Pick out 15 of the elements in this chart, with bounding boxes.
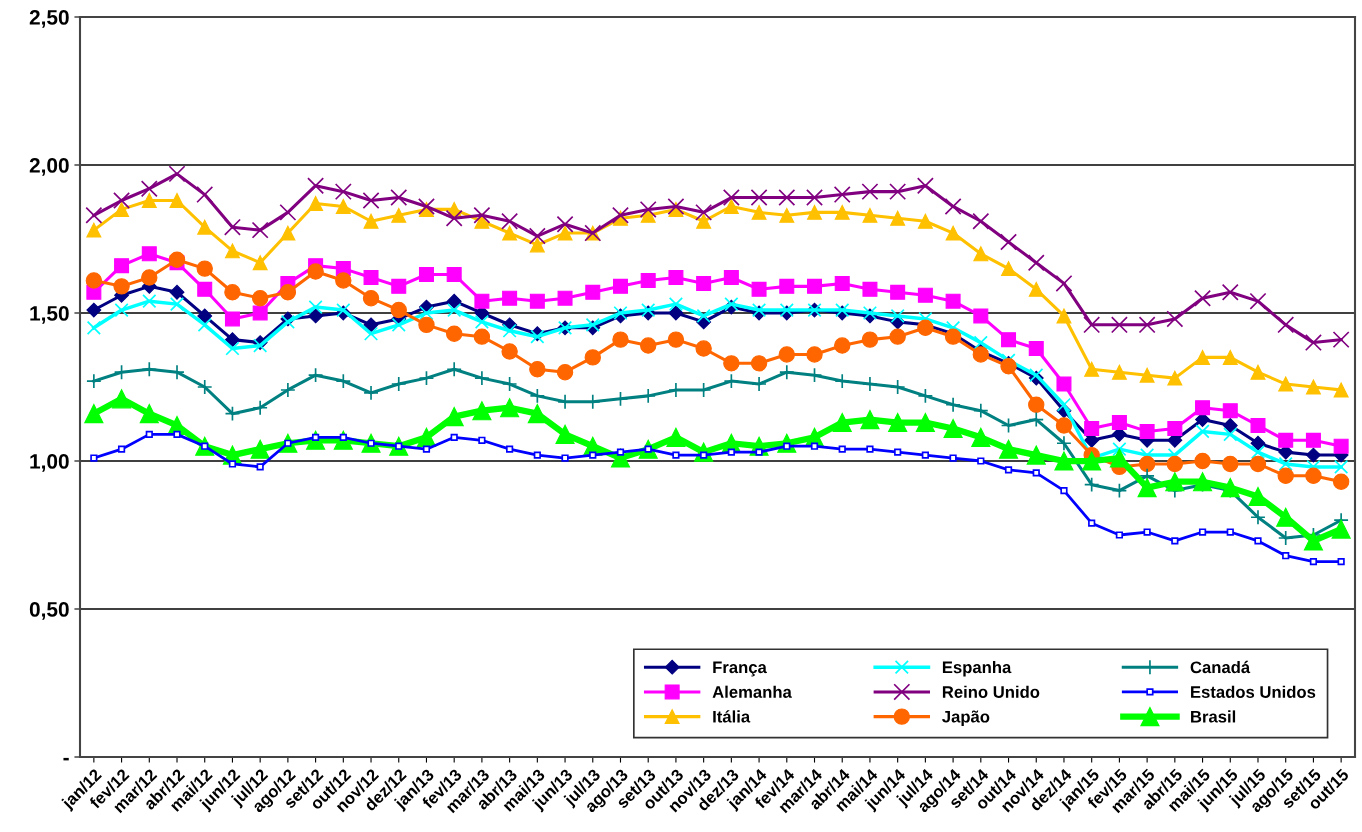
legend-label: Japão (942, 710, 990, 726)
legend-label: Alemanha (712, 685, 792, 698)
legend-label: Itália (713, 710, 751, 723)
y-tick-label: 0,50 (29, 602, 69, 620)
y-tick-label: 1,50 (30, 306, 69, 324)
y-tick-label: - (63, 757, 69, 761)
legend-label: Estados Unidos (1191, 685, 1316, 698)
y-tick-label: 2,00 (29, 158, 69, 176)
legend-label: Reino Unido (942, 685, 1040, 698)
y-tick-label: 1,00 (30, 454, 69, 472)
legend-label: Brasil (1191, 710, 1236, 723)
legend-label: França (713, 661, 767, 677)
legend-label: Espanha (942, 660, 1012, 677)
legend-label: Canadá (1190, 660, 1251, 674)
y-tick-label: 2,50 (29, 10, 69, 28)
